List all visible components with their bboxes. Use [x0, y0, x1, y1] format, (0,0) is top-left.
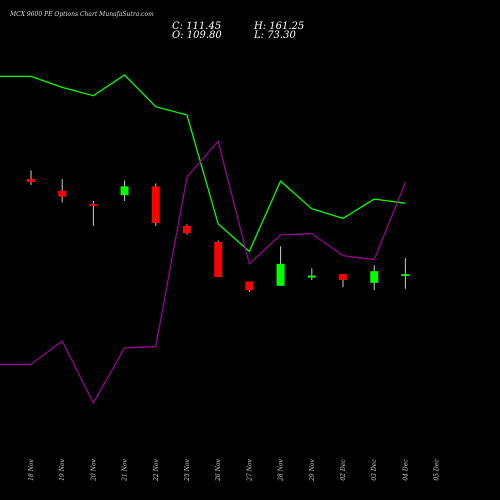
- candle-body: [151, 186, 160, 223]
- x-axis-date-label: 03 Dec: [371, 459, 378, 481]
- x-axis-date-label: 20 Nov: [90, 458, 97, 481]
- x-axis-date-label: 25 Nov: [184, 458, 191, 481]
- x-axis-date-label: 22 Nov: [153, 458, 160, 481]
- chart-title: MCX 9600 PE Options Chart MunafaSutra.co…: [10, 11, 154, 18]
- indicator-lines: [0, 74, 407, 405]
- candle-body: [276, 263, 285, 286]
- candle: [214, 240, 223, 278]
- candle: [27, 170, 35, 185]
- candle: [276, 246, 285, 286]
- candle-body: [245, 281, 254, 291]
- x-axis-date-label: 28 Nov: [278, 458, 285, 481]
- indicator-line-green: [0, 74, 406, 253]
- x-axis-date-label: 18 Nov: [28, 458, 35, 480]
- open-value: O: 109.80: [172, 30, 222, 41]
- candle-body: [214, 241, 223, 278]
- high-value: H: 161.25: [254, 21, 305, 32]
- x-axis-date-label: 04 Dec: [402, 459, 409, 481]
- candle-body: [401, 274, 410, 277]
- candle: [370, 265, 379, 291]
- candle-body: [27, 179, 35, 183]
- candle: [89, 201, 98, 226]
- candle: [401, 258, 410, 289]
- candlestick-series: [27, 170, 410, 292]
- x-axis-date-label: 26 Nov: [215, 458, 222, 481]
- candle-body: [183, 225, 191, 234]
- candle: [307, 268, 316, 280]
- candle-body: [89, 203, 98, 206]
- x-axis-date-label: 19 Nov: [59, 458, 66, 480]
- x-axis-date-label: 21 Nov: [122, 458, 129, 481]
- candle: [120, 180, 129, 202]
- x-axis-date-label: 02 Dec: [340, 459, 347, 481]
- x-axis-date-label: 05 Dec: [434, 459, 441, 481]
- x-axis-date-label: 29 Nov: [309, 458, 316, 481]
- x-axis-date-label: 27 Nov: [246, 458, 253, 481]
- indicator-line-purple: [0, 139, 407, 405]
- close-value: C: 111.45: [172, 21, 222, 32]
- low-value: L: 73.30: [254, 30, 296, 41]
- candle-body: [58, 190, 67, 197]
- candle: [58, 179, 67, 203]
- candle-body: [370, 271, 379, 283]
- candle: [151, 183, 160, 226]
- candle: [183, 224, 191, 235]
- x-axis-labels: 18 Nov 19 Nov 20 Nov 21 Nov 22 Nov 25 Nov 26 N…: [28, 458, 441, 481]
- candle: [339, 274, 347, 288]
- candle-body: [307, 275, 316, 278]
- candle: [245, 281, 254, 292]
- candle-body: [339, 274, 347, 280]
- candle-body: [120, 186, 129, 196]
